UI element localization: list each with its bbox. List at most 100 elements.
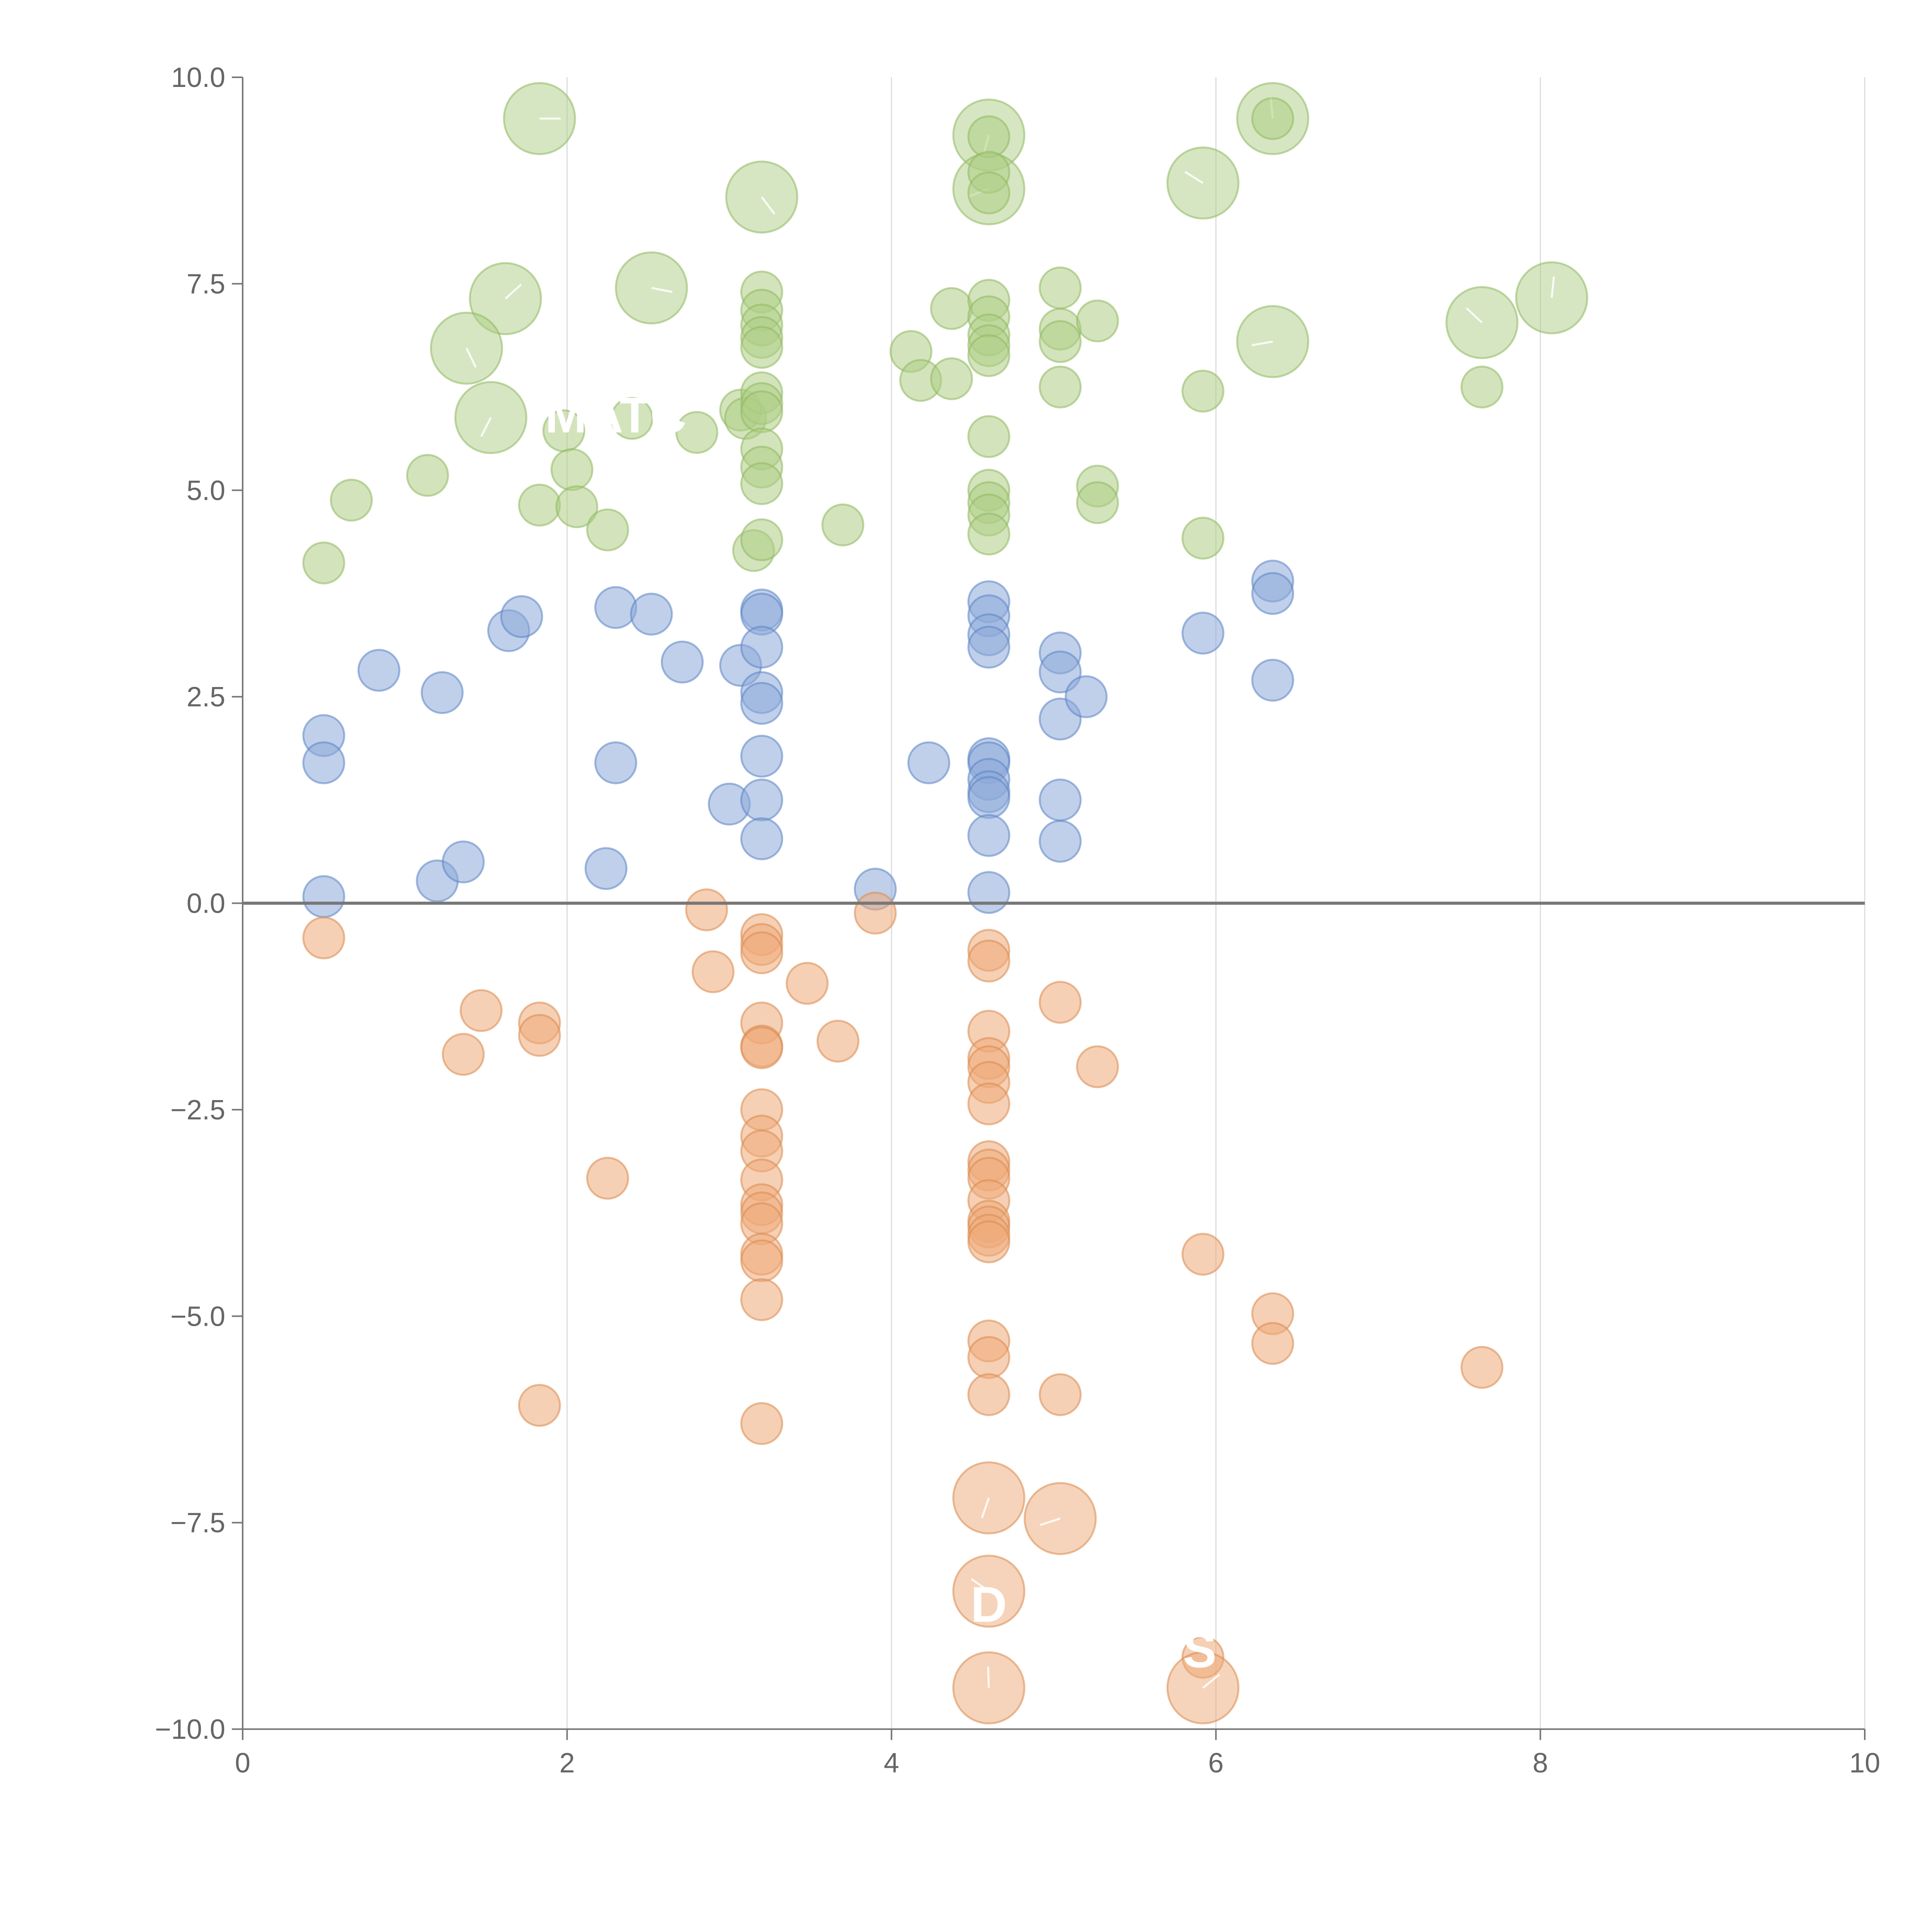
green-bubble bbox=[1251, 97, 1294, 140]
bubble-leader-line bbox=[1551, 276, 1555, 298]
bubble-label: S bbox=[1183, 1622, 1216, 1678]
orange-bubble bbox=[967, 1220, 1010, 1264]
orange-bubble bbox=[740, 931, 783, 975]
x-tick-label: 10 bbox=[1849, 1748, 1880, 1779]
green-bubble bbox=[555, 485, 599, 528]
blue-bubble bbox=[967, 871, 1010, 914]
blue-bubble bbox=[500, 595, 543, 638]
x-tick-label: 4 bbox=[884, 1748, 899, 1779]
y-tick-label: 0.0 bbox=[187, 888, 225, 919]
orange-bubble bbox=[740, 1402, 783, 1445]
orange-bubble bbox=[967, 939, 1010, 983]
orange-bubble bbox=[459, 989, 503, 1032]
orange-bubble bbox=[691, 950, 735, 993]
orange-bubble bbox=[586, 1156, 629, 1200]
bubble-leader-line bbox=[1466, 307, 1483, 323]
blue-bubble bbox=[630, 592, 673, 636]
bubble-leader-line bbox=[1184, 171, 1204, 184]
blue-bubble bbox=[907, 741, 951, 784]
bubble-leader-line bbox=[987, 1667, 990, 1688]
bubble-leader-line bbox=[1039, 1517, 1061, 1526]
orange-bubble bbox=[1251, 1322, 1294, 1365]
orange-bubble bbox=[518, 1384, 561, 1427]
bubble-label: MATC bbox=[545, 387, 687, 443]
orange-bubble bbox=[1460, 1346, 1503, 1389]
green-bubble bbox=[518, 483, 561, 527]
green-bubble bbox=[1460, 366, 1503, 409]
green-bubble bbox=[725, 160, 798, 234]
y-tick-label: −7.5 bbox=[170, 1508, 225, 1539]
green-bubble bbox=[740, 462, 783, 505]
blue-bubble bbox=[594, 586, 638, 629]
bubble-leader-line bbox=[981, 1497, 990, 1519]
green-bubble bbox=[930, 287, 973, 330]
blue-bubble bbox=[302, 875, 345, 918]
orange-bubble bbox=[967, 1373, 1010, 1416]
y-tick-label: −2.5 bbox=[170, 1095, 225, 1126]
bubble-leader-line bbox=[971, 1578, 990, 1592]
green-bubble bbox=[675, 411, 718, 454]
bubble-series bbox=[302, 82, 1588, 1725]
bubble-leader-line bbox=[651, 287, 673, 293]
blue-bubble bbox=[740, 682, 783, 725]
blue-bubble bbox=[967, 626, 1010, 669]
green-bubble bbox=[740, 326, 783, 369]
orange-bubble bbox=[1039, 981, 1082, 1024]
blue-bubble bbox=[661, 640, 704, 684]
green-bubble bbox=[330, 478, 373, 522]
y-tick-label: −10.0 bbox=[155, 1714, 225, 1745]
blue-bubble bbox=[1251, 658, 1294, 702]
green-bubble bbox=[740, 518, 783, 561]
green-bubble bbox=[406, 454, 449, 497]
blue-bubble bbox=[740, 817, 783, 861]
y-tick-label: −5.0 bbox=[170, 1301, 225, 1332]
blue-bubble bbox=[1065, 675, 1108, 718]
orange-bubble bbox=[740, 1026, 783, 1070]
orange-bubble bbox=[518, 1014, 561, 1057]
green-bubble bbox=[1181, 517, 1225, 560]
green-bubble bbox=[821, 503, 864, 547]
orange-bubble bbox=[1076, 1045, 1119, 1088]
bubble-leader-line bbox=[1252, 340, 1273, 347]
y-tick-label: 7.5 bbox=[187, 269, 225, 299]
blue-bubble bbox=[740, 735, 783, 778]
y-tick-label: 2.5 bbox=[187, 682, 225, 713]
bubble-leader-line bbox=[761, 196, 776, 215]
orange-bubble bbox=[1181, 1233, 1225, 1276]
blue-bubble bbox=[740, 778, 783, 821]
green-bubble bbox=[1039, 266, 1082, 310]
blue-bubble bbox=[302, 741, 345, 784]
green-bubble bbox=[1076, 299, 1119, 343]
orange-bubble bbox=[302, 916, 345, 959]
orange-bubble bbox=[967, 1082, 1010, 1126]
green-bubble bbox=[1076, 481, 1119, 524]
orange-bubble bbox=[967, 1336, 1010, 1379]
green-bubble bbox=[967, 512, 1010, 556]
bubble-leader-line bbox=[466, 348, 477, 368]
bubble-leader-line bbox=[505, 284, 522, 299]
green-bubble bbox=[967, 415, 1010, 458]
blue-bubble bbox=[420, 671, 464, 714]
x-tick-label: 2 bbox=[560, 1748, 575, 1779]
green-bubble bbox=[930, 357, 973, 400]
orange-bubble bbox=[816, 1019, 860, 1063]
blue-bubble bbox=[594, 741, 638, 784]
green-bubble bbox=[611, 397, 654, 440]
bubble-leader-line bbox=[1202, 1673, 1220, 1689]
blue-bubble bbox=[584, 847, 628, 890]
orange-bubble bbox=[740, 1278, 783, 1321]
green-bubble bbox=[1181, 369, 1225, 413]
blue-bubble bbox=[1039, 820, 1082, 863]
blue-bubble bbox=[1251, 572, 1294, 615]
orange-bubble bbox=[786, 962, 829, 1005]
x-tick-label: 8 bbox=[1532, 1748, 1548, 1779]
y-tick-label: 5.0 bbox=[187, 475, 225, 506]
blue-bubble bbox=[442, 840, 485, 884]
x-tick-label: 0 bbox=[235, 1748, 250, 1779]
blue-bubble bbox=[357, 649, 401, 692]
bubble-labels: MATC S D bbox=[545, 387, 1217, 1678]
green-bubble bbox=[586, 508, 629, 551]
green-bubble bbox=[302, 541, 345, 585]
blue-bubble bbox=[967, 814, 1010, 857]
